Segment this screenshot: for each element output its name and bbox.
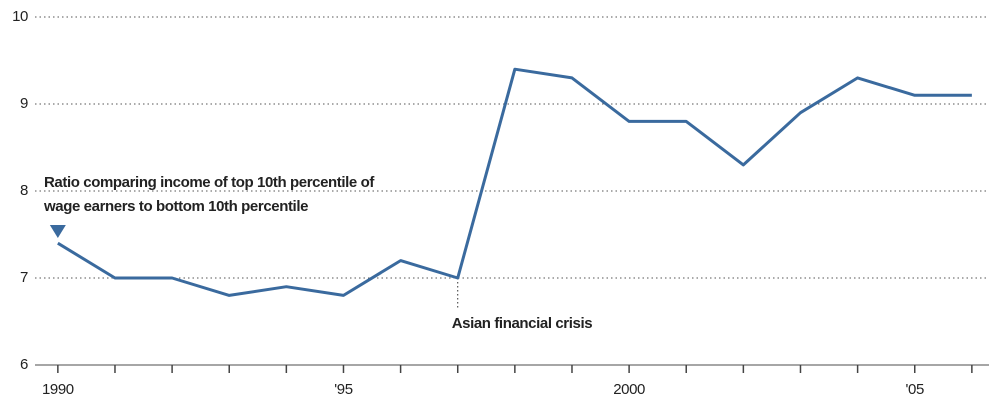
y-tick-label: 9 [20,95,28,112]
annotation: Asian financial crisis [452,315,592,332]
y-tick-label: 7 [20,269,28,286]
annotation: Ratio comparing income of top 10th perce… [44,174,375,191]
x-tick-label: 2000 [613,381,645,398]
y-tick-label: 8 [20,182,28,199]
x-tick-label: '95 [334,381,352,398]
y-tick-label: 10 [12,8,28,25]
annotation: wage earners to bottom 10th percentile [43,198,308,215]
annotation-marker [49,225,66,238]
x-tick-label: '05 [906,381,924,398]
x-tick-label: 1990 [42,381,74,398]
series-line [57,67,972,297]
y-tick-label: 6 [20,356,28,373]
